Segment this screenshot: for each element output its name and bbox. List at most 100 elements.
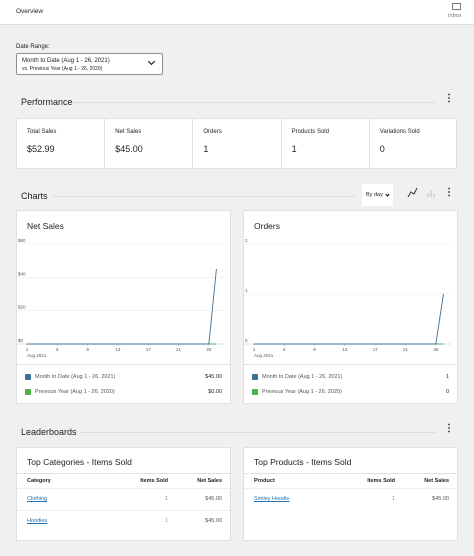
tile[interactable]: Net Sales $45.00 bbox=[105, 119, 194, 168]
legend-total: $0.00 bbox=[208, 389, 222, 395]
y-tick-label: $20 bbox=[18, 305, 26, 310]
tile[interactable]: Total Sales $52.99 bbox=[17, 119, 106, 168]
divider bbox=[17, 488, 230, 489]
legend-total: $45.00 bbox=[205, 374, 222, 380]
column-header: Items Sold bbox=[367, 478, 395, 484]
page-title: Overview bbox=[16, 8, 44, 15]
chart-type-icons[interactable] bbox=[407, 187, 439, 199]
cell: $45.00 bbox=[205, 496, 222, 502]
row-link[interactable]: Smiley Hoodie bbox=[254, 496, 290, 502]
section-title: Leaderboards bbox=[21, 427, 77, 437]
chevron bbox=[147, 57, 156, 66]
date-range-dropdown[interactable]: Month to Date (Aug 1 - 26, 2021) vs. Pre… bbox=[16, 53, 163, 75]
legend-label: Month to Date (Aug 1 - 26, 2021) bbox=[35, 374, 116, 380]
x-tick-label: 25 bbox=[206, 347, 212, 352]
inbox-icon[interactable] bbox=[452, 3, 461, 10]
chart: $0 $20 $40 $60 1 5 9 13 17 21 25 Aug 2021 bbox=[17, 239, 224, 358]
top-bar: Overview Inbox bbox=[0, 0, 474, 25]
chart-title: Net Sales bbox=[27, 221, 64, 231]
legend-checkbox[interactable] bbox=[252, 374, 258, 380]
tile-label: Variations Sold bbox=[379, 129, 420, 135]
cell: $45.00 bbox=[432, 496, 449, 502]
divider bbox=[244, 473, 457, 474]
date-range-label: Date Range: bbox=[16, 44, 50, 50]
legend-checkbox[interactable] bbox=[25, 374, 31, 380]
date-range-secondary: vs. Previous Year (Aug 1 - 26, 2020) bbox=[22, 66, 103, 72]
section-title: Performance bbox=[21, 97, 73, 107]
tile[interactable]: Variations Sold 0 bbox=[370, 119, 458, 168]
chart-card: Net Sales $0 $20 $40 $60 1 5 9 13 17 21 25 Aug 2021 M… bbox=[16, 210, 231, 404]
row-link[interactable]: Hoodies bbox=[27, 518, 48, 524]
cell: $45.00 bbox=[205, 518, 222, 524]
tile-label: Orders bbox=[203, 129, 222, 135]
x-tick-label: 17 bbox=[373, 347, 379, 352]
legend-total: 0 bbox=[445, 389, 449, 395]
interval-dropdown[interactable]: By day bbox=[362, 184, 393, 206]
column-header: Items Sold bbox=[140, 478, 168, 484]
performance-tiles: Total Sales $52.99 Net Sales $45.00 Orders 1 P… bbox=[16, 118, 457, 169]
legend-checkbox[interactable] bbox=[25, 389, 31, 395]
chart-title: Orders bbox=[254, 221, 280, 231]
x-tick-label: 21 bbox=[176, 347, 182, 352]
y-tick-label: $40 bbox=[18, 271, 26, 276]
x-tick-label: 13 bbox=[342, 347, 348, 352]
x-tick-label: 1 bbox=[253, 347, 256, 352]
x-tick-label: 9 bbox=[86, 347, 89, 352]
divider bbox=[80, 432, 436, 433]
y-tick-label: 0 bbox=[245, 338, 248, 343]
column-header: Net Sales bbox=[197, 478, 222, 484]
legend-label: Previous Year (Aug 1 - 26, 2020) bbox=[35, 389, 115, 395]
tile[interactable]: Products Sold 1 bbox=[282, 119, 370, 168]
legend-total: 1 bbox=[445, 374, 449, 380]
x-tick-label: 25 bbox=[433, 347, 439, 352]
divider bbox=[17, 473, 230, 474]
divider bbox=[72, 102, 436, 103]
chevron bbox=[385, 192, 390, 197]
legend-checkbox[interactable] bbox=[252, 389, 258, 395]
legend-label: Month to Date (Aug 1 - 26, 2021) bbox=[262, 374, 343, 380]
column-header: Net Sales bbox=[424, 478, 449, 484]
menu-dots[interactable]: ⋮ bbox=[444, 187, 454, 198]
tile-label: Products Sold bbox=[291, 129, 329, 135]
section-title: Charts bbox=[21, 191, 48, 201]
x-sublabel: Aug 2021 bbox=[27, 353, 47, 358]
chart-card: Orders 0 1 2 1 5 9 13 17 21 25 Aug 2021 Month to Dat… bbox=[243, 210, 458, 404]
tile-value: 1 bbox=[291, 144, 297, 154]
x-tick-label: 5 bbox=[56, 347, 59, 352]
divider bbox=[17, 510, 230, 511]
x-sublabel: Aug 2021 bbox=[254, 353, 274, 358]
cell: 1 bbox=[164, 518, 168, 524]
table-title: Top Categories - Items Sold bbox=[27, 457, 132, 467]
divider bbox=[52, 196, 356, 197]
cell: 1 bbox=[391, 496, 395, 502]
x-tick-label: 13 bbox=[115, 347, 121, 352]
leaderboard-card: Top Products - Items Sold Product Items So… bbox=[243, 447, 458, 541]
date-range-primary: Month to Date (Aug 1 - 26, 2021) bbox=[22, 58, 110, 64]
tile-label: Net Sales bbox=[115, 129, 142, 135]
leaderboard-card: Top Categories - Items Sold Category Items… bbox=[16, 447, 231, 541]
series-line bbox=[27, 268, 217, 345]
cell: 1 bbox=[164, 496, 168, 502]
y-tick-label: 2 bbox=[245, 239, 248, 243]
row-link[interactable]: Clothing bbox=[27, 496, 48, 502]
x-tick-label: 5 bbox=[283, 347, 286, 352]
inbox-label[interactable]: Inbox bbox=[448, 13, 462, 19]
tile[interactable]: Orders 1 bbox=[193, 119, 282, 168]
x-tick-label: 1 bbox=[26, 347, 29, 352]
table-title: Top Products - Items Sold bbox=[254, 457, 352, 467]
legend-label: Previous Year (Aug 1 - 26, 2020) bbox=[262, 389, 342, 395]
x-tick-label: 21 bbox=[403, 347, 409, 352]
column-header: Category bbox=[27, 478, 51, 484]
menu-dots[interactable]: ⋮ bbox=[444, 423, 454, 434]
tile-value: 0 bbox=[379, 144, 385, 154]
menu-dots[interactable]: ⋮ bbox=[444, 93, 454, 104]
y-tick-label: $0 bbox=[18, 338, 24, 343]
tile-value: $45.00 bbox=[115, 144, 143, 154]
column-header: Product bbox=[254, 478, 275, 484]
x-tick-label: 9 bbox=[313, 347, 316, 352]
divider bbox=[244, 488, 457, 489]
x-tick-label: 17 bbox=[146, 347, 152, 352]
series-line bbox=[254, 293, 444, 345]
y-tick-label: 1 bbox=[245, 288, 248, 293]
